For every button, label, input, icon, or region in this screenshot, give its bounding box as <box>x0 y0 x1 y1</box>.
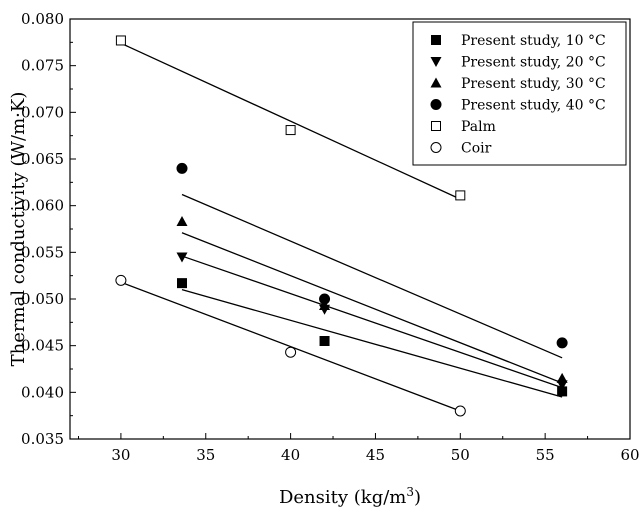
fit-line <box>181 289 563 398</box>
y-tick-label: 0.070 <box>21 103 64 121</box>
y-tick-label: 0.040 <box>21 383 64 401</box>
y-tick-label: 0.050 <box>21 290 64 308</box>
legend-box <box>412 21 627 166</box>
legend-marker <box>431 35 441 45</box>
data-point <box>176 162 188 174</box>
x-axis: 30 35 40 45 50 55 60 <box>77 433 640 464</box>
legend-marker <box>431 121 441 131</box>
legend-label: Coir <box>461 141 492 157</box>
fit-line <box>120 42 461 200</box>
y-tick-label: 0.075 <box>21 57 64 75</box>
data-point <box>177 278 187 289</box>
y-tick-label: 0.080 <box>21 10 64 28</box>
data-point <box>319 336 330 346</box>
legend-label: Present study, 20 °C <box>461 55 606 71</box>
data-point <box>115 35 126 46</box>
data-point <box>556 380 568 391</box>
y-axis: 0.035 0.040 0.045 0.050 0.055 0.060 0.065 0.070… <box>21 10 76 448</box>
fit-line <box>120 281 461 412</box>
x-tick-label: 40 <box>281 446 300 464</box>
data-point <box>285 125 296 136</box>
legend-label: Present study, 40 °C <box>461 98 606 114</box>
y-tick-label: 0.055 <box>21 243 64 261</box>
legend-marker <box>430 142 442 153</box>
x-tick-label: 35 <box>196 446 215 464</box>
data-point <box>285 346 297 358</box>
data-point <box>556 337 568 349</box>
legend-marker <box>430 99 442 110</box>
fit-line <box>181 255 563 389</box>
y-tick-label: 0.060 <box>21 197 64 215</box>
data-point <box>176 252 188 263</box>
y-tick-label: 0.035 <box>21 430 64 448</box>
legend-label: Palm <box>461 119 496 135</box>
data-point <box>556 372 568 383</box>
data-point <box>176 216 188 227</box>
x-tick-label: 55 <box>536 446 555 464</box>
fit-line <box>181 232 563 384</box>
data-point <box>319 300 331 311</box>
data-point <box>454 405 466 417</box>
legend: Present study, 10 °C Present study, 20 °C… <box>412 21 627 166</box>
x-tick-label: 45 <box>366 446 385 464</box>
legend-label: Present study, 30 °C <box>461 76 606 92</box>
x-tick-label: 50 <box>451 446 470 464</box>
data-point <box>455 190 466 201</box>
fit-line <box>181 193 563 359</box>
y-tick-label: 0.045 <box>21 337 64 355</box>
data-point <box>319 293 331 305</box>
y-axis-title: Thermal conductivity (W/m·K) <box>8 92 29 367</box>
x-axis-title: Density (kg/m3) <box>279 485 421 508</box>
x-tick-label: 60 <box>620 446 639 464</box>
x-tick-label: 30 <box>111 446 130 464</box>
legend-label: Present study, 10 °C <box>461 33 606 49</box>
legend-marker <box>430 77 442 88</box>
data-markers <box>115 35 568 417</box>
fit-lines <box>120 42 563 412</box>
data-point <box>115 274 127 286</box>
legend-marker <box>430 57 442 67</box>
y-tick-label: 0.065 <box>21 150 64 168</box>
